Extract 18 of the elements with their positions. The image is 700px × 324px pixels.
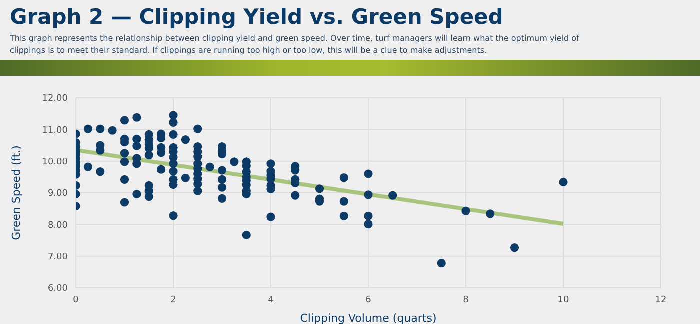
x-tick-label: 6 xyxy=(366,295,372,306)
y-tick-label: 10.00 xyxy=(42,158,68,168)
chart-subtitle: This graph represents the relationship between clipping yield and green speed. Over time, turf managers will learn what the optimum yield of clippings is to meet their standard. If clippings are running too high or too low, this will be a clue to make adjustments. xyxy=(10,33,581,57)
y-tick-label: 12.00 xyxy=(42,94,68,104)
chart-title: Graph 2 — Clipping Yield vs. Green Speed xyxy=(10,5,504,29)
y-tick-label: 11.00 xyxy=(42,126,68,136)
y-tick-label: 9.00 xyxy=(48,189,68,200)
x-tick-label: 10 xyxy=(558,295,570,306)
x-tick-label: 12 xyxy=(655,295,667,306)
y-tick-label: 7.00 xyxy=(48,252,68,263)
y-axis-title: Green Speed (ft.) xyxy=(10,146,23,240)
y-tick-label: 8.00 xyxy=(48,220,68,231)
y-tick-label: 6.00 xyxy=(48,284,68,294)
x-tick-label: 0 xyxy=(73,295,80,306)
x-tick-label: 2 xyxy=(170,295,176,306)
x-axis-title: Clipping Volume (quarts) xyxy=(300,312,437,324)
x-tick-label: 8 xyxy=(463,295,470,306)
x-tick-label: 4 xyxy=(268,295,274,306)
